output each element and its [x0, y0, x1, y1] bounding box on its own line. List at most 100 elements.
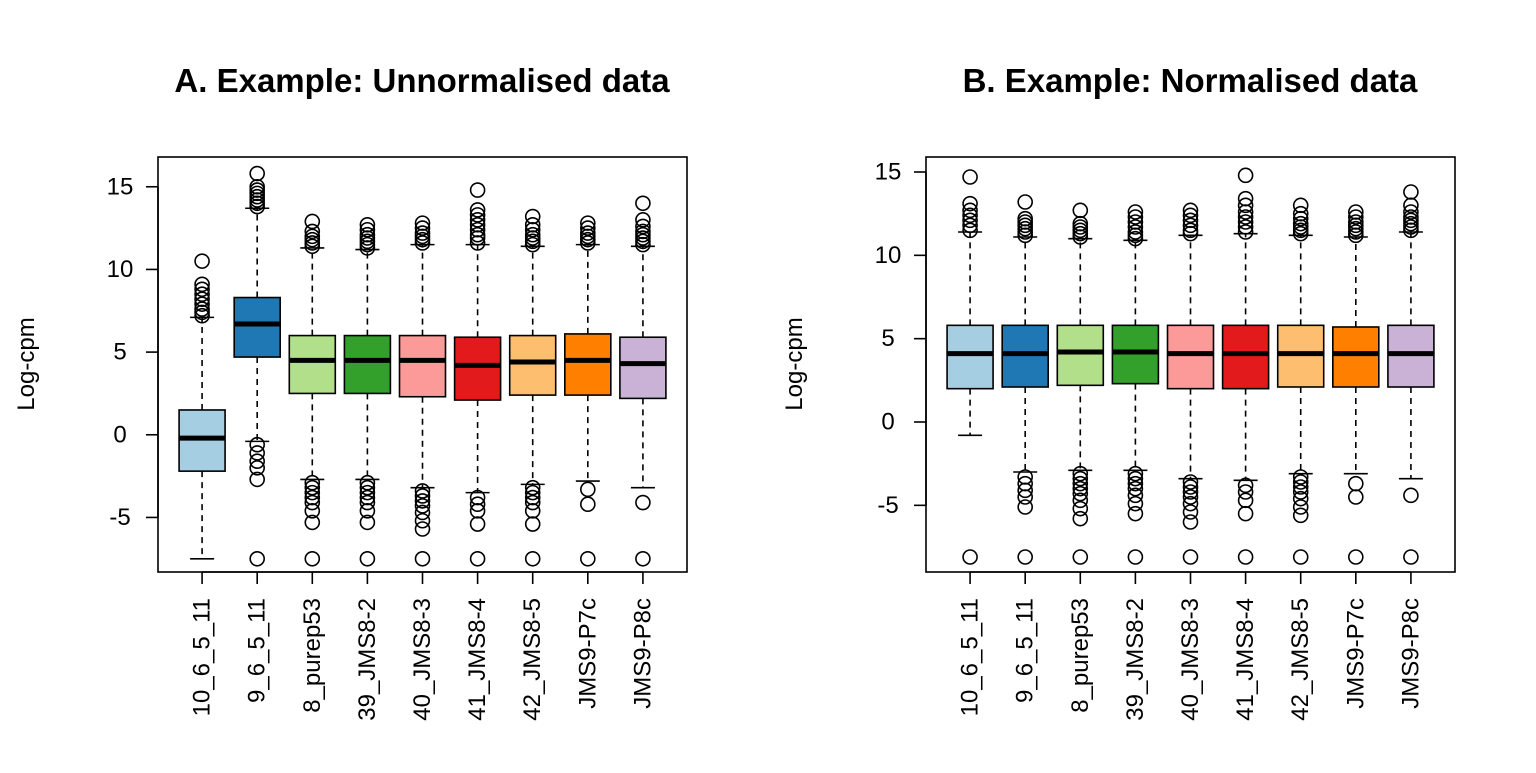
- outlier-point: [1182, 225, 1199, 242]
- outlier-point: [1403, 209, 1419, 225]
- outlier-point: [1072, 500, 1089, 517]
- box-body: [508, 334, 557, 396]
- x-tick-label: 9_6_5_11: [1012, 598, 1039, 703]
- outlier-point: [414, 493, 431, 509]
- outlier-point: [249, 550, 265, 567]
- outlier-point: [1072, 470, 1089, 487]
- outlier-point: [304, 213, 321, 230]
- chart-title-b: B. Example: Normalised data: [963, 62, 1418, 99]
- outlier-point: [1017, 194, 1033, 210]
- outlier-point: [1017, 482, 1033, 499]
- outlier-point: [1182, 474, 1199, 490]
- outlier-point: [1237, 219, 1254, 235]
- x-tick-label: 10_6_5_11: [189, 598, 216, 716]
- outlier-point: [1072, 492, 1089, 509]
- y-tick-label-a: 15: [107, 173, 134, 200]
- box-b-4: 39_JMS8-2: [1111, 204, 1160, 721]
- outlier-point: [1348, 489, 1364, 505]
- outlier-point: [1127, 480, 1144, 497]
- box-a-2: 9_6_5_11: [233, 165, 281, 703]
- outlier-point: [1017, 549, 1033, 565]
- outlier-point: [962, 222, 978, 239]
- box-a-3: 8_purep53: [288, 213, 337, 713]
- outlier-point: [580, 215, 596, 231]
- outlier-point: [1292, 474, 1309, 490]
- box-a-8: JMS9-P7c: [564, 215, 612, 709]
- outlier-point: [414, 225, 431, 241]
- box-body: [398, 334, 447, 398]
- outlier-point: [359, 503, 376, 519]
- box-body: [564, 333, 612, 396]
- outlier-point: [524, 516, 541, 532]
- panel-b-normalised: B. Example: Normalised data Log-cpm -5 0 5…: [781, 62, 1456, 721]
- y-tick-label-a: -5: [109, 504, 130, 531]
- outlier-point: [635, 212, 651, 228]
- outlier-point: [524, 484, 541, 501]
- outlier-point: [304, 474, 321, 491]
- outlier-point: [1403, 204, 1419, 220]
- x-tick-label: 10_6_5_11: [957, 598, 984, 716]
- x-tick-label: 9_6_5_11: [244, 598, 271, 703]
- outlier-point: [1292, 197, 1309, 214]
- outlier-point: [1292, 484, 1309, 500]
- outlier-point: [524, 208, 541, 225]
- outlier-point: [1182, 549, 1199, 565]
- outlier-point: [304, 223, 321, 240]
- chart-title-a: A. Example: Unnormalised data: [174, 62, 670, 99]
- outlier-point: [359, 484, 376, 501]
- outlier-point: [1292, 205, 1309, 222]
- outlier-point: [359, 494, 376, 511]
- x-tick-label: JMS9-P7c: [1342, 598, 1369, 709]
- outlier-point: [1182, 212, 1199, 229]
- outlier-point: [1237, 167, 1254, 184]
- outlier-point: [1292, 549, 1309, 565]
- y-tick-label-b: 5: [881, 325, 894, 352]
- outlier-point: [194, 281, 210, 298]
- box-body: [343, 334, 392, 395]
- box-body: [288, 334, 337, 395]
- outlier-point: [469, 202, 486, 218]
- outlier-point: [1237, 549, 1254, 565]
- outlier-point: [304, 228, 321, 245]
- outlier-point: [469, 221, 486, 238]
- outlier-point: [524, 503, 541, 519]
- outlier-point: [194, 291, 210, 307]
- box-b-8: JMS9-P7c: [1332, 204, 1380, 709]
- outlier-point: [1292, 469, 1309, 485]
- box-b-3: 8_purep53: [1056, 202, 1105, 713]
- outlier-point: [1127, 549, 1144, 565]
- box-body: [1332, 326, 1380, 388]
- outlier-point: [1348, 209, 1364, 225]
- outlier-point: [1127, 470, 1144, 487]
- box-body: [1387, 324, 1435, 388]
- outlier-point: [580, 220, 596, 236]
- box-body: [1276, 324, 1325, 388]
- outlier-point: [194, 296, 210, 312]
- outlier-point: [635, 494, 651, 511]
- outlier-point: [1072, 475, 1089, 492]
- outlier-point: [1182, 484, 1199, 500]
- outlier-point: [414, 504, 431, 521]
- outlier-point: [469, 182, 486, 198]
- outlier-point: [1017, 499, 1033, 515]
- outlier-point: [194, 301, 210, 317]
- outlier-point: [359, 216, 376, 233]
- outlier-point: [1127, 219, 1144, 235]
- outlier-point: [1182, 514, 1199, 530]
- outlier-point: [962, 195, 978, 212]
- outlier-point: [635, 195, 651, 212]
- outlier-point: [1127, 495, 1144, 512]
- panel-a-unnormalised: A. Example: Unnormalised data Log-cpm -5…: [13, 62, 688, 721]
- outlier-point: [1348, 214, 1364, 230]
- outlier-point: [1127, 465, 1144, 482]
- outlier-point: [962, 212, 978, 229]
- outlier-point: [1237, 197, 1254, 214]
- outlier-point: [414, 483, 431, 499]
- y-tick-label-b: 15: [875, 159, 902, 186]
- box-a-7: 42_JMS8-5: [508, 208, 557, 721]
- outlier-point: [580, 481, 596, 498]
- outlier-point: [1237, 492, 1254, 509]
- box-b-5: 40_JMS8-3: [1166, 202, 1215, 721]
